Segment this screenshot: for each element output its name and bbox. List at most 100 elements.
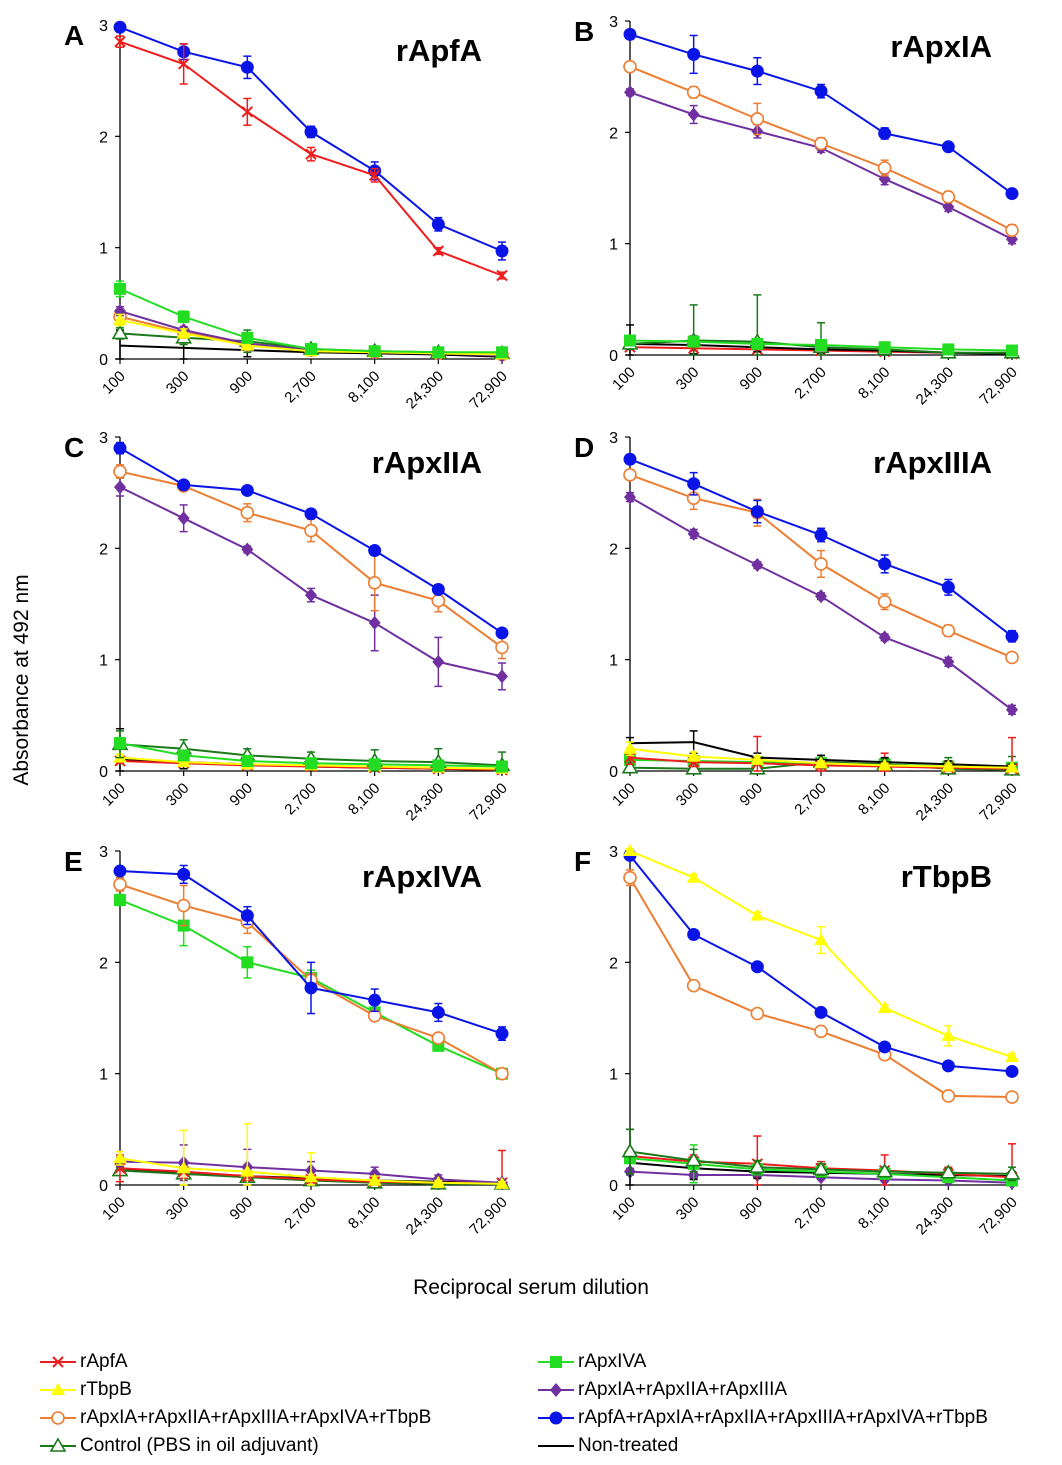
series-rapxia-rapxiia-rapxiiia xyxy=(624,490,1018,717)
data-point xyxy=(241,754,254,767)
x-tick-label: 72,900 xyxy=(976,1194,1020,1238)
series-rapxia-rapxiia-rapxiiia-rapxiva-rtbpb xyxy=(623,468,1019,665)
data-point xyxy=(687,335,700,348)
panel-letter: A xyxy=(64,20,84,51)
data-point xyxy=(241,106,254,118)
y-tick-label: 1 xyxy=(609,653,618,670)
data-point xyxy=(305,342,317,355)
x-tick-label: 300 xyxy=(163,1194,193,1224)
data-point xyxy=(432,759,445,772)
data-point xyxy=(177,511,190,526)
data-point xyxy=(432,245,445,257)
legend-label-rapxiva: rApxIVA xyxy=(578,1351,647,1372)
data-point xyxy=(496,760,508,773)
series-rapxia-rapxiia-rapxiiia xyxy=(624,85,1018,247)
data-point xyxy=(496,669,508,684)
data-point xyxy=(942,654,955,669)
x-tick-label: 900 xyxy=(736,1194,766,1224)
legend-marker xyxy=(550,1383,562,1397)
data-point xyxy=(624,85,636,100)
data-point xyxy=(368,615,381,630)
data-point xyxy=(623,468,637,482)
data-point xyxy=(941,759,956,772)
data-point xyxy=(1005,629,1019,643)
data-point xyxy=(941,1089,956,1103)
data-point xyxy=(114,737,126,750)
data-point xyxy=(942,199,955,214)
data-point xyxy=(113,877,127,892)
data-point xyxy=(623,844,637,856)
data-point xyxy=(431,583,445,597)
x-tick-label: 300 xyxy=(673,364,703,394)
data-point xyxy=(814,933,828,946)
legend-label-six-antigen: rApfA+rApxIA+rApxIIA+rApxIIIA+rApxIVA+rT… xyxy=(578,1407,988,1428)
data-point xyxy=(750,752,765,765)
series-rapfa-rapxia-rapxiia-rapxiiia-rapxiva-rtbpb xyxy=(113,864,509,1042)
data-point xyxy=(878,1040,892,1054)
data-point xyxy=(686,749,701,762)
data-point xyxy=(1005,187,1019,201)
legend-item-non-treated: Non-treated xyxy=(536,1434,678,1458)
data-point xyxy=(877,594,892,609)
data-point xyxy=(623,870,637,885)
data-point xyxy=(495,244,509,258)
data-point xyxy=(496,269,508,282)
data-point xyxy=(941,1059,955,1073)
data-point xyxy=(432,654,445,669)
x-tick-label: 72,900 xyxy=(976,780,1020,824)
data-point xyxy=(305,757,317,770)
series-rapfa-rapxia-rapxiia-rapxiiia-rapxiva-rtbpb xyxy=(623,452,1019,643)
data-point xyxy=(750,64,764,78)
x-tick-label: 300 xyxy=(163,780,193,810)
y-tick-label: 2 xyxy=(609,541,618,558)
data-point xyxy=(686,978,701,993)
data-point xyxy=(623,59,637,74)
data-point xyxy=(814,1005,828,1019)
x-tick-label: 100 xyxy=(609,1194,639,1224)
data-point xyxy=(1005,1049,1019,1062)
x-tick-label: 100 xyxy=(609,780,639,810)
y-tick-label: 2 xyxy=(99,541,108,558)
data-point xyxy=(305,588,317,603)
y-tick-label: 2 xyxy=(99,129,108,146)
data-point xyxy=(814,557,828,571)
data-point xyxy=(368,993,382,1007)
legend-swatch-five-antigen xyxy=(40,1411,76,1425)
data-point xyxy=(496,346,508,359)
legend-item-control: Control (PBS in oil adjuvant) xyxy=(38,1434,319,1458)
data-point xyxy=(304,981,318,995)
x-tick-label: 900 xyxy=(226,780,256,810)
data-point xyxy=(177,749,190,762)
data-point xyxy=(878,341,891,354)
data-point xyxy=(113,864,127,878)
data-point xyxy=(495,640,509,655)
data-point xyxy=(814,1024,828,1039)
data-point xyxy=(685,1151,703,1167)
data-point xyxy=(687,107,700,122)
data-point xyxy=(431,593,446,608)
data-point xyxy=(814,84,828,98)
data-point xyxy=(876,1163,894,1178)
y-tick-label: 1 xyxy=(99,241,108,258)
data-point xyxy=(367,1173,382,1186)
y-tick-label: 2 xyxy=(609,125,618,142)
x-tick-label: 2,700 xyxy=(791,1194,830,1233)
data-point xyxy=(814,528,828,542)
panel-letter: B xyxy=(574,16,594,47)
y-tick-label: 3 xyxy=(609,844,618,861)
data-point xyxy=(432,346,445,359)
x-tick-label: 24,300 xyxy=(913,780,957,824)
data-point xyxy=(750,112,765,126)
y-tick-label: 2 xyxy=(99,955,108,972)
data-point xyxy=(878,126,892,140)
data-point xyxy=(431,1175,446,1188)
panel-a: 0 1 2 3 100 300 900 2,700 8,100 24,300 72,900 A rApf… xyxy=(64,18,511,412)
panel-f: 0 1 2 3 100 300 900 2,700 8,100 24,300 72,900 F rTbp… xyxy=(574,844,1021,1238)
x-tick-label: 8,100 xyxy=(345,780,384,819)
y-tick-label: 0 xyxy=(99,1178,108,1195)
data-point xyxy=(1005,223,1019,238)
legend-label-apx-combo: rApxIA+rApxIIA+rApxIIIA xyxy=(578,1379,788,1400)
x-tick-label: 72,900 xyxy=(466,368,510,412)
data-point xyxy=(878,630,891,645)
data-point xyxy=(750,1006,765,1021)
